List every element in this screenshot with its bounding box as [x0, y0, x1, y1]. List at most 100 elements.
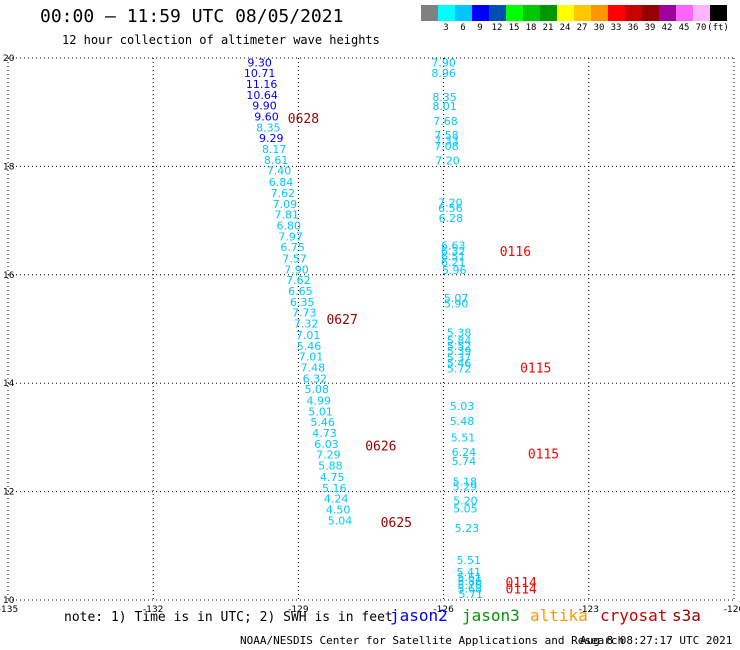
x-tick-label: -132 — [143, 605, 163, 615]
color-scale-swatch — [557, 5, 574, 21]
wave-height-point: 6.24 — [452, 446, 477, 459]
color-scale-swatch — [574, 5, 591, 21]
wave-height-point: 6.63 — [441, 240, 466, 253]
wave-height-point: 5.03 — [450, 400, 475, 413]
color-scale-label: 42 — [661, 23, 673, 33]
color-scale-label: 21 — [542, 23, 554, 33]
color-scale-swatch — [693, 5, 710, 21]
color-scale-swatch — [421, 5, 438, 21]
footer-note: note: 1) Time is in UTC; 2) SWH is in fe… — [64, 610, 393, 625]
wave-height-point: 5.46 — [310, 416, 335, 429]
color-scale-label: 27 — [576, 23, 588, 33]
wave-height-point: 7.33 — [434, 134, 459, 147]
wave-height-point: 7.68 — [433, 115, 458, 128]
wave-height-point: 8.01 — [432, 100, 457, 113]
wave-height-point: 5.08 — [305, 383, 330, 396]
color-scale-swatch — [591, 5, 608, 21]
y-tick-label: 14 — [3, 379, 15, 389]
wave-height-point: 7.73 — [292, 307, 317, 320]
footer-credit: NOAA/NESDIS Center for Satellite Applica… — [240, 634, 625, 647]
wave-height-point: 5.51 — [451, 431, 476, 444]
wave-height-point: 7.20 — [438, 197, 463, 210]
pass-label: 0114 — [506, 583, 537, 598]
mission-legend-jason3: jason3 — [462, 606, 520, 625]
color-scale-swatch — [438, 5, 455, 21]
pass-label: 0115 — [520, 362, 551, 377]
wave-height-point: 5.05 — [453, 502, 478, 515]
x-tick-label: -135 — [0, 605, 18, 615]
wave-height-point: 5.96 — [442, 264, 467, 277]
wave-height-point: 9.60 — [254, 111, 279, 124]
color-scale-swatch — [676, 5, 693, 21]
color-scale-swatch — [659, 5, 676, 21]
y-tick-label: 18 — [3, 162, 15, 172]
x-tick-label: -123 — [579, 605, 599, 615]
wave-height-point: 5.38 — [447, 326, 472, 339]
pass-label: 0116 — [500, 245, 531, 260]
wave-height-point: 6.32 — [303, 372, 328, 385]
color-scale-label: 30 — [593, 23, 605, 33]
wave-height-point: 7.20 — [435, 154, 460, 167]
y-tick-label: 12 — [3, 488, 14, 498]
wave-height-point: 5.23 — [455, 522, 480, 535]
wave-height-point: 8.61 — [264, 154, 289, 167]
wave-height-point: 6.03 — [314, 438, 339, 451]
wave-height-point: 5.51 — [457, 554, 482, 567]
wave-height-point: 5.07 — [444, 292, 469, 305]
wave-height-point: 5.20 — [453, 494, 478, 507]
mission-legend-altika: altika — [530, 606, 588, 625]
pass-label: 0114 — [506, 576, 537, 591]
wave-height-point: 4.75 — [320, 471, 345, 484]
wave-height-point: 7.97 — [278, 230, 303, 243]
color-scale-label: 12 — [491, 23, 503, 33]
color-scale-swatch — [642, 5, 659, 21]
wave-height-point: 5.74 — [452, 455, 477, 468]
wave-height-point: 5.46 — [447, 357, 472, 370]
wave-height-point: 10.64 — [246, 89, 278, 102]
wave-height-point: 5.18 — [453, 475, 478, 488]
wave-height-point: 5.37 — [447, 352, 472, 365]
wave-height-point: 7.01 — [299, 351, 324, 364]
wave-height-point: 5.39 — [447, 345, 472, 358]
wave-height-point: 5.41 — [457, 566, 482, 579]
wave-height-point: 6.51 — [441, 250, 466, 263]
wave-height-point: 7.57 — [282, 253, 307, 266]
wave-height-point: 5.76 — [457, 579, 482, 592]
wave-height-point: 9.29 — [259, 132, 284, 145]
wave-height-point: 5.84 — [447, 334, 472, 347]
y-tick-label: 20 — [3, 54, 15, 64]
x-tick-label: -129 — [288, 605, 309, 615]
x-tick-label: -120 — [724, 605, 740, 615]
wave-height-point: 7.58 — [434, 129, 459, 142]
wave-height-point: 4.50 — [326, 503, 351, 516]
color-scale-swatch — [608, 5, 625, 21]
wave-height-point: 7.01 — [296, 329, 321, 342]
color-scale-label: 18 — [525, 23, 537, 33]
color-scale-label: 15 — [508, 23, 520, 33]
color-scale-swatch — [625, 5, 642, 21]
pass-label: 0628 — [288, 112, 319, 127]
wave-height-point: 7.90 — [431, 56, 456, 69]
wave-height-point: 7.08 — [434, 140, 459, 153]
wave-height-point: 5.88 — [318, 460, 343, 473]
color-scale-label: 6 — [460, 23, 466, 33]
color-scale-label: 33 — [610, 23, 622, 33]
pass-label: 0625 — [381, 516, 412, 531]
wave-height-point: 4.99 — [306, 395, 331, 408]
wave-height-point: 9.30 — [247, 56, 272, 69]
wave-height-point: 4.24 — [324, 493, 349, 506]
mission-legend-cryosat: cryosat — [600, 606, 668, 625]
chart-subtitle: 12 hour collection of altimeter wave hei… — [62, 33, 380, 47]
wave-height-point: 5.46 — [297, 340, 322, 353]
wave-height-point: 5.52 — [447, 340, 472, 353]
wave-height-point: 6.32 — [441, 245, 466, 258]
mission-legend-s3a: s3a — [672, 606, 701, 625]
color-scale-label: 9 — [477, 23, 483, 33]
wave-height-point: 5.90 — [444, 298, 469, 311]
wave-height-point: 8.35 — [256, 121, 281, 134]
pass-label: 0626 — [365, 440, 396, 455]
pass-label: 0627 — [326, 313, 357, 328]
y-tick-label: 10 — [3, 596, 15, 606]
wave-height-point: 6.28 — [439, 212, 464, 225]
